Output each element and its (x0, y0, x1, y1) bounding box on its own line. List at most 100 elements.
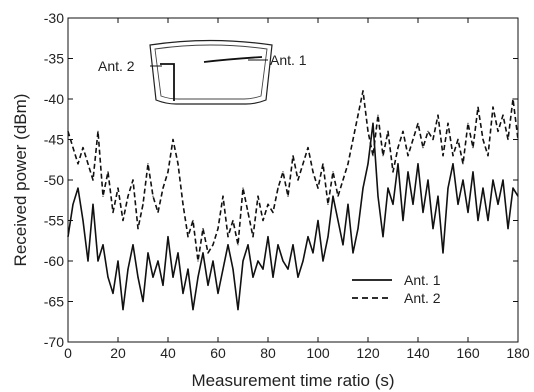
data-point (462, 163, 464, 165)
data-point (367, 130, 369, 132)
data-point (387, 130, 389, 132)
data-point (147, 163, 149, 165)
data-point (357, 228, 359, 230)
data-point (177, 163, 179, 165)
data-point (177, 252, 179, 254)
data-point (367, 163, 369, 165)
data-point (407, 155, 409, 157)
data-point (92, 203, 94, 205)
data-point (282, 260, 284, 262)
data-point (347, 163, 349, 165)
data-point (347, 203, 349, 205)
data-point (312, 171, 314, 173)
data-point (352, 138, 354, 141)
data-point (67, 236, 69, 238)
data-point (417, 122, 419, 124)
data-point (432, 228, 434, 230)
inset-label-ant-2: Ant. 2 (98, 58, 135, 74)
data-point (407, 171, 409, 173)
data-point (482, 187, 484, 189)
data-point (472, 147, 474, 149)
windshield-outline (149, 39, 273, 105)
data-point (87, 163, 89, 165)
data-point (282, 171, 284, 173)
data-point (327, 203, 329, 205)
data-point (362, 187, 364, 189)
data-point (267, 236, 269, 238)
data-point (417, 163, 419, 165)
data-point (297, 276, 299, 278)
data-point (102, 195, 104, 197)
data-point (152, 276, 154, 278)
x-tick-label: 20 (110, 345, 126, 361)
data-point (507, 228, 509, 230)
data-point (97, 260, 99, 262)
series-ant-2 (67, 90, 519, 262)
data-point (257, 260, 259, 262)
x-tick-label: 0 (64, 345, 72, 361)
data-point (137, 276, 139, 278)
data-point (452, 155, 454, 157)
data-point (287, 195, 289, 197)
data-point (122, 309, 124, 311)
legend-label-ant-2: Ant. 2 (404, 290, 441, 306)
data-point (297, 179, 299, 181)
data-point (147, 252, 149, 254)
data-point (447, 187, 449, 189)
data-point (157, 260, 159, 262)
data-point (482, 138, 484, 141)
data-point (317, 219, 319, 222)
data-point (192, 219, 194, 222)
data-point (517, 138, 519, 141)
data-point (212, 244, 214, 246)
data-point (332, 195, 334, 197)
y-tick-label: -30 (44, 10, 64, 26)
y-tick-label: -45 (44, 132, 64, 148)
x-axis-title: Measurement time ratio (s) (191, 371, 394, 390)
data-point (87, 260, 89, 262)
data-point (507, 138, 509, 141)
data-point (107, 171, 109, 173)
data-point (77, 187, 79, 189)
data-point (212, 260, 214, 262)
data-point (427, 130, 429, 132)
data-point (137, 228, 139, 230)
data-point (422, 211, 424, 213)
data-point (72, 147, 74, 149)
data-point (277, 187, 279, 189)
data-point (107, 276, 109, 278)
data-point (227, 244, 229, 246)
data-point (492, 106, 494, 108)
data-point (502, 179, 504, 181)
data-point (182, 292, 184, 294)
data-point (412, 203, 414, 205)
data-point (422, 147, 424, 149)
legend-label-ant-1: Ant. 1 (404, 272, 441, 288)
data-point (162, 187, 164, 189)
data-point (217, 228, 219, 230)
series-ant-1 (67, 122, 519, 311)
data-point (167, 171, 169, 173)
data-point (172, 276, 174, 278)
series-layer (67, 90, 519, 311)
data-point (432, 138, 434, 141)
data-point (232, 219, 234, 222)
data-point (377, 114, 379, 116)
data-point (222, 195, 224, 197)
data-point (252, 276, 254, 278)
data-point (497, 203, 499, 205)
data-point (207, 284, 209, 286)
y-tick-label: -35 (44, 51, 64, 67)
data-point (402, 130, 404, 132)
data-point (182, 203, 184, 205)
data-point (117, 260, 119, 262)
data-point (112, 292, 114, 294)
data-point (442, 155, 444, 157)
data-point (457, 203, 459, 205)
data-point (127, 268, 129, 270)
y-tick-label: -65 (44, 294, 64, 310)
data-point (202, 252, 204, 254)
data-point (477, 106, 479, 108)
data-point (207, 252, 209, 254)
data-point (132, 244, 134, 246)
